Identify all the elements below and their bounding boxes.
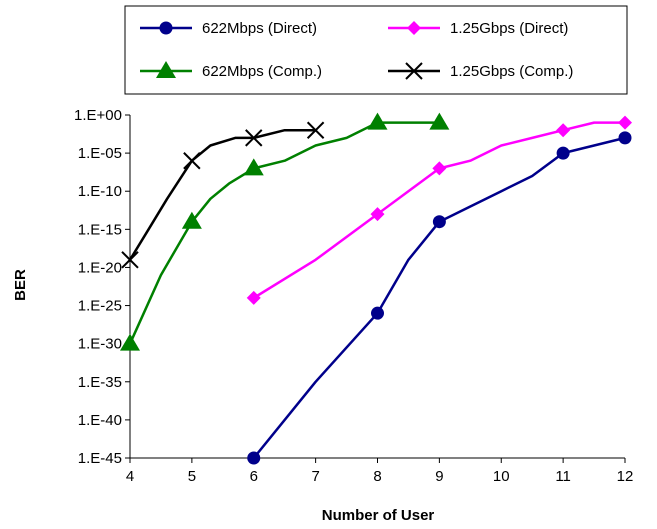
- legend-box: [124, 5, 628, 95]
- series-group: [120, 112, 632, 465]
- series-1: [247, 131, 632, 465]
- legend-label: 622Mbps (Direct): [202, 20, 317, 37]
- series-line: [128, 121, 440, 345]
- data-point-diamond: [556, 123, 571, 138]
- y-tick-label: 1.E-10: [78, 183, 122, 200]
- x-tick-label: 10: [493, 468, 510, 485]
- legend-entries: 622Mbps (Direct) 1.25Gbps (Direct) 622Mbps…: [140, 20, 573, 80]
- y-axis: 1.E+00 1.E-05 1.E-10 1.E-15 1.E-20 1.E-25 1.E-…: [74, 107, 131, 467]
- data-point-circle: [432, 215, 446, 229]
- y-tick-label: 1.E-15: [78, 221, 122, 238]
- series-line: [128, 128, 316, 261]
- legend-label: 1.25Gbps (Comp.): [450, 63, 573, 80]
- data-point-diamond: [618, 115, 632, 130]
- data-point-x: [245, 129, 263, 147]
- series-line: [252, 136, 626, 459]
- data-point-triangle: [181, 211, 202, 229]
- data-point-circle: [371, 306, 384, 320]
- legend-label: 1.25Gbps (Direct): [450, 20, 568, 37]
- y-tick-label: 1.E+00: [74, 107, 122, 124]
- data-point-circle: [247, 451, 261, 465]
- legend-marker: [159, 21, 173, 35]
- data-point-triangle: [243, 158, 264, 176]
- y-axis-title: BER: [12, 269, 29, 301]
- legend-marker: [407, 21, 421, 35]
- x-axis-title: Number of User: [322, 507, 435, 524]
- y-tick-label: 1.E-05: [78, 145, 122, 162]
- legend-entry: 622Mbps (Direct): [140, 20, 317, 37]
- data-point-triangle: [429, 112, 450, 130]
- plot-area: 1.E+00 1.E-05 1.E-10 1.E-15 1.E-20 1.E-25 1.E-…: [74, 107, 633, 485]
- data-point-x: [121, 251, 139, 269]
- y-tick-label: 1.E-20: [78, 259, 122, 276]
- legend-marker: [405, 62, 423, 80]
- legend: 622Mbps (Direct) 1.25Gbps (Direct) 622Mbps…: [124, 5, 628, 95]
- data-point-triangle: [367, 112, 388, 130]
- x-tick-label: 6: [250, 468, 258, 485]
- x-tick-label: 7: [311, 468, 319, 485]
- series-4: [121, 121, 325, 269]
- x-tick-label: 9: [435, 468, 443, 485]
- legend-entry: 1.25Gbps (Direct): [388, 20, 568, 37]
- x-tick-label: 12: [617, 468, 634, 485]
- legend-entry: 622Mbps (Comp.): [140, 61, 322, 80]
- series-line: [253, 121, 625, 299]
- data-point-diamond: [246, 290, 261, 305]
- data-point-circle: [618, 131, 632, 145]
- data-point-x: [306, 121, 325, 139]
- x-tick-label: 11: [555, 468, 571, 485]
- series-2: [246, 115, 632, 305]
- legend-marker: [156, 61, 176, 78]
- x-axis: 4 5 6 7 8 9 10 11 12: [126, 457, 634, 485]
- y-tick-label: 1.E-30: [78, 336, 122, 353]
- series-3: [120, 112, 450, 351]
- y-tick-label: 1.E-45: [78, 450, 122, 467]
- y-tick-label: 1.E-40: [78, 412, 122, 429]
- y-tick-label: 1.E-25: [78, 298, 122, 315]
- x-tick-label: 8: [373, 468, 381, 485]
- legend-label: 622Mbps (Comp.): [202, 63, 322, 80]
- x-tick-label: 5: [188, 468, 196, 485]
- data-point-diamond: [432, 161, 447, 176]
- legend-entry: 1.25Gbps (Comp.): [388, 62, 573, 80]
- y-tick-label: 1.E-35: [78, 374, 122, 391]
- data-point-triangle: [120, 333, 140, 351]
- data-point-diamond: [370, 207, 385, 222]
- data-point-x: [183, 152, 201, 170]
- x-tick-label: 4: [126, 468, 134, 485]
- data-point-circle: [556, 146, 570, 160]
